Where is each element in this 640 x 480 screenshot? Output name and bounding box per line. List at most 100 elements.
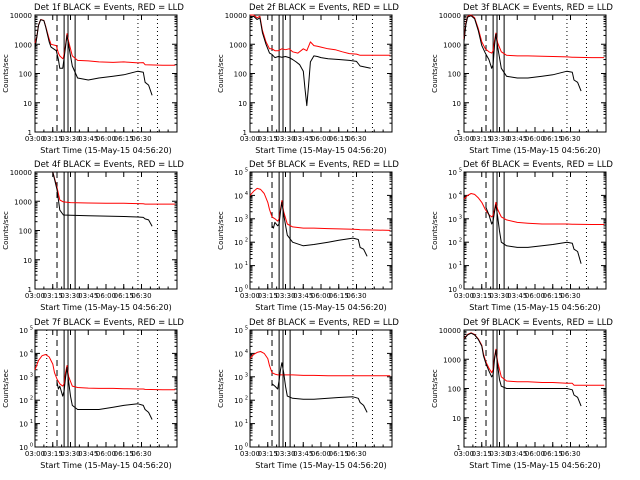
lld-series-line — [463, 193, 605, 225]
y-tick-label: 100 — [234, 71, 247, 79]
x-axis-label: Start Time (15-May-15 04:56:20) — [255, 146, 386, 155]
y-tick-exponent: 3 — [245, 372, 248, 378]
y-tick-label: 1 — [457, 444, 461, 452]
y-tick-label: 10 — [19, 421, 28, 429]
y-tick-label: 10000 — [10, 169, 32, 177]
x-tick-label: 03:00 — [240, 292, 260, 300]
chart-title: Det 7f BLACK = Events, RED = LLD — [34, 318, 184, 328]
y-tick-label: 1000 — [443, 356, 461, 364]
y-tick-label: 10 — [448, 286, 457, 294]
events-series-line — [463, 15, 582, 92]
y-tick-label: 10 — [234, 421, 243, 429]
x-axis-label: Start Time (15-May-15 04:56:20) — [255, 461, 386, 470]
y-tick-label: 10 — [19, 444, 28, 452]
y-tick-exponent: 0 — [245, 443, 248, 449]
y-tick-label: 10 — [452, 415, 461, 423]
events-series-line — [35, 171, 153, 227]
x-tick-label: 03:15 — [258, 292, 278, 300]
y-tick-exponent: 3 — [30, 372, 33, 378]
y-tick-label: 1 — [28, 286, 32, 294]
x-tick-label: 03:45 — [78, 292, 98, 300]
y-tick-exponent: 3 — [459, 214, 462, 220]
lld-series-line — [35, 171, 176, 205]
x-tick-label: 06:15 — [329, 450, 349, 458]
plot-frame — [249, 329, 393, 448]
x-tick-label: 03:45 — [293, 135, 313, 143]
y-tick-label: 10 — [448, 192, 457, 200]
x-tick-label: 06:15 — [114, 135, 134, 143]
x-tick-label: 06:15 — [114, 450, 134, 458]
x-tick-label: 06:15 — [329, 292, 349, 300]
events-series-line — [271, 362, 368, 413]
y-tick-label: 10000 — [225, 12, 247, 20]
x-tick-label: 03:00 — [454, 450, 474, 458]
y-tick-label: 100 — [448, 386, 461, 394]
y-tick-label: 10 — [19, 374, 28, 382]
y-tick-label: 1 — [243, 129, 247, 137]
y-tick-exponent: 4 — [30, 349, 33, 355]
x-tick-label: 06:00 — [525, 135, 545, 143]
x-tick-label: 03:00 — [454, 292, 474, 300]
lld-series-line — [463, 14, 605, 59]
x-tick-label: 06:00 — [311, 450, 331, 458]
x-tick-label: 06:15 — [543, 292, 563, 300]
chart-panel-8: Det 8f BLACK = Events, RED = LLD Counts/s… — [217, 318, 399, 470]
y-tick-exponent: 1 — [30, 419, 33, 425]
plot-frame — [463, 171, 607, 290]
x-tick-label: 03:00 — [240, 135, 260, 143]
x-tick-label: 03:15 — [472, 292, 492, 300]
y-tick-label: 10 — [234, 216, 243, 224]
y-tick-exponent: 1 — [459, 261, 462, 267]
y-tick-label: 10 — [234, 444, 243, 452]
x-tick-label: 06:00 — [311, 292, 331, 300]
x-tick-label: 06:00 — [96, 135, 116, 143]
y-tick-label: 10 — [234, 286, 243, 294]
y-tick-label: 1 — [28, 129, 32, 137]
events-series-line — [485, 204, 582, 264]
y-tick-label: 10 — [238, 100, 247, 108]
chart-panel-1: Det 1f BLACK = Events, RED = LLD Counts/s… — [2, 3, 184, 155]
y-tick-label: 1000 — [14, 198, 32, 206]
y-tick-label: 10 — [448, 169, 457, 177]
y-tick-label: 10 — [19, 397, 28, 405]
x-tick-label: 03:30 — [275, 450, 295, 458]
x-tick-label: 03:00 — [25, 450, 45, 458]
y-tick-exponent: 2 — [245, 238, 248, 244]
chart-title: Det 4f BLACK = Events, RED = LLD — [34, 160, 184, 170]
x-axis-label: Start Time (15-May-15 04:56:20) — [40, 303, 171, 312]
plot-frame — [249, 171, 393, 290]
chart-title: Det 1f BLACK = Events, RED = LLD — [34, 3, 184, 13]
x-tick-label: 06:30 — [346, 450, 366, 458]
x-axis-label: Start Time (15-May-15 04:56:20) — [469, 303, 600, 312]
x-tick-label: 03:00 — [240, 450, 260, 458]
y-axis-label: Counts/sec — [217, 211, 225, 250]
y-tick-label: 10 — [234, 239, 243, 247]
y-axis-label: Counts/sec — [2, 54, 10, 93]
chart-title: Det 9f BLACK = Events, RED = LLD — [463, 318, 613, 328]
x-tick-label: 06:30 — [131, 292, 151, 300]
x-tick-label: 03:30 — [489, 450, 509, 458]
events-series-line — [34, 19, 153, 96]
y-tick-exponent: 1 — [245, 261, 248, 267]
y-tick-label: 10000 — [10, 12, 32, 20]
y-tick-label: 10000 — [439, 12, 461, 20]
x-tick-label: 03:15 — [43, 292, 63, 300]
y-tick-label: 100 — [19, 71, 32, 79]
lld-series-line — [249, 351, 391, 377]
x-tick-label: 03:45 — [293, 450, 313, 458]
x-tick-label: 06:30 — [346, 135, 366, 143]
y-tick-label: 10 — [23, 257, 32, 265]
x-tick-label: 03:15 — [43, 450, 63, 458]
y-axis-label: Counts/sec — [431, 211, 439, 250]
x-tick-label: 03:15 — [472, 135, 492, 143]
y-tick-label: 10 — [23, 100, 32, 108]
y-tick-label: 10 — [448, 239, 457, 247]
x-tick-label: 06:00 — [525, 292, 545, 300]
plot-frame — [34, 14, 178, 133]
x-tick-label: 03:45 — [507, 450, 527, 458]
lld-series-line — [249, 187, 391, 231]
y-tick-label: 10 — [234, 327, 243, 335]
y-tick-exponent: 5 — [245, 168, 248, 174]
y-tick-label: 100 — [448, 71, 461, 79]
